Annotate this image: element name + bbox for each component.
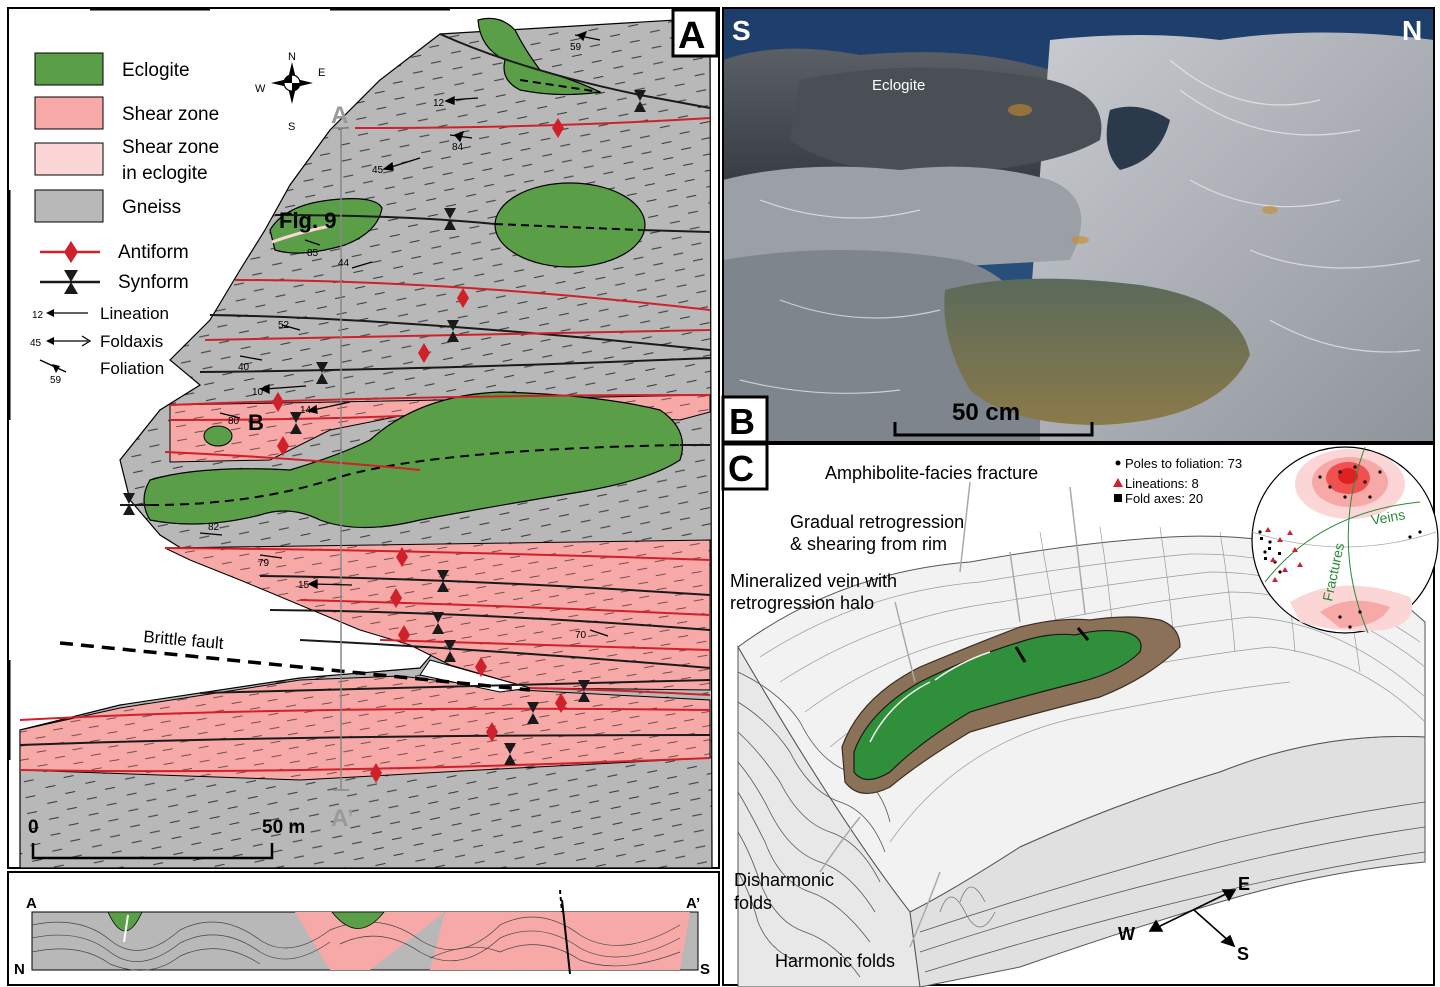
legend-lineation: Lineation [100, 304, 169, 323]
compass-n: N [288, 51, 296, 63]
measurement-label: 85 [307, 248, 319, 259]
measurement-label: 59 [570, 42, 582, 53]
legend-shear-zone: Shear zone [122, 104, 219, 125]
label-gradual-1: Gradual retrogression [790, 512, 964, 532]
label-harmonic: Harmonic folds [775, 951, 895, 971]
measurement-label: 12 [433, 98, 445, 109]
stereonet-poles: Poles to foliation: 73 [1125, 456, 1242, 471]
legend-swatch-gneiss [34, 189, 104, 223]
measurement-label: 40 [238, 362, 250, 373]
eclogite-small [203, 425, 233, 447]
panel-b-label: B [729, 401, 755, 442]
legend-eclogite: Eclogite [122, 60, 190, 81]
measurement-label: 15 [298, 580, 310, 591]
legend-swatch-shear-zone [34, 96, 104, 130]
panel-a-label: A [678, 15, 705, 57]
measurement-label: 44 [338, 258, 350, 269]
label-vein-2: retrogression halo [730, 593, 874, 613]
eclogite-large [143, 391, 684, 529]
section-a-label: A [331, 102, 348, 129]
legend-foliation: Foliation [100, 359, 164, 378]
label-disharmonic-2: folds [734, 893, 772, 913]
label-disharmonic-1: Disharmonic [734, 870, 834, 890]
panel-c-label: C [728, 448, 754, 489]
eclogite-block [853, 629, 1142, 781]
dir-w: W [1118, 924, 1135, 944]
measurement-label: 84 [452, 142, 464, 153]
legend-swatch-shear-zone-eclogite [34, 142, 104, 176]
cross-section: A A’ N S [7, 871, 720, 986]
legend-shear-zone-eclogite-2: in eclogite [122, 163, 208, 184]
photo-eclogite-label: Eclogite [872, 77, 925, 94]
panel-a-map: Brittle fault A A’ Fig. 9 B 59 12 84 45 … [7, 7, 720, 869]
panel-c-block-diagram: Amphibolite-facies fracture Gradual retr… [721, 442, 1439, 987]
dir-e: E [1238, 874, 1250, 894]
photo-scale-label: 50 cm [952, 399, 1020, 426]
label-amphibolite-fracture: Amphibolite-facies fracture [825, 463, 1038, 483]
compass-rose-icon [271, 62, 313, 104]
eclogite-east [494, 182, 646, 268]
section-a-prime-label: A’ [331, 805, 354, 832]
legend-foliation-num: 59 [50, 375, 62, 386]
scale-fifty: 50 m [262, 817, 305, 838]
panel-b-photo: S N Eclogite 50 cm B [721, 7, 1435, 444]
scale-zero: 0 [28, 817, 39, 838]
fig9-label: Fig. 9 [279, 208, 336, 233]
measurement-label: 79 [258, 558, 270, 569]
legend-foldaxis-num: 45 [30, 338, 42, 349]
legend-shear-zone-eclogite-1: Shear zone [122, 137, 219, 158]
label-gradual-2: & shearing from rim [790, 534, 947, 554]
legend-antiform: Antiform [118, 242, 189, 263]
compass-s: S [288, 121, 295, 133]
section-a-prime: A’ [686, 895, 700, 912]
section-n: N [14, 961, 25, 978]
measurement-label: 45 [372, 165, 384, 176]
stereonet-lineations: Lineations: 8 [1125, 476, 1199, 491]
stereonet: Veins Fractures [1251, 446, 1439, 634]
measurement-label: 82 [208, 522, 220, 533]
legend-foldaxis: Foldaxis [100, 332, 163, 351]
section-s: S [700, 961, 710, 978]
photo-s-label: S [732, 15, 751, 46]
legend-synform: Synform [118, 272, 189, 293]
measurement-label: 10 [252, 387, 264, 398]
measurement-label: 14 [300, 405, 312, 416]
measurement-label: 80 [228, 416, 240, 427]
compass-w: W [255, 83, 266, 95]
block-front-right [909, 735, 1426, 987]
stereonet-veins: Veins [1370, 506, 1407, 528]
section-a: A [26, 895, 37, 912]
label-vein-1: Mineralized vein with [730, 571, 897, 591]
dir-s: S [1237, 944, 1249, 964]
photo-n-label: N [1402, 15, 1422, 46]
legend-swatch-eclogite [34, 52, 104, 86]
measurement-label: 70 [575, 630, 587, 641]
map-b-label: B [248, 410, 264, 435]
compass-e: E [318, 67, 325, 79]
legend-gneiss: Gneiss [122, 197, 181, 218]
stereonet-fold-axes: Fold axes: 20 [1125, 491, 1203, 506]
legend-lineation-num: 12 [32, 310, 44, 321]
